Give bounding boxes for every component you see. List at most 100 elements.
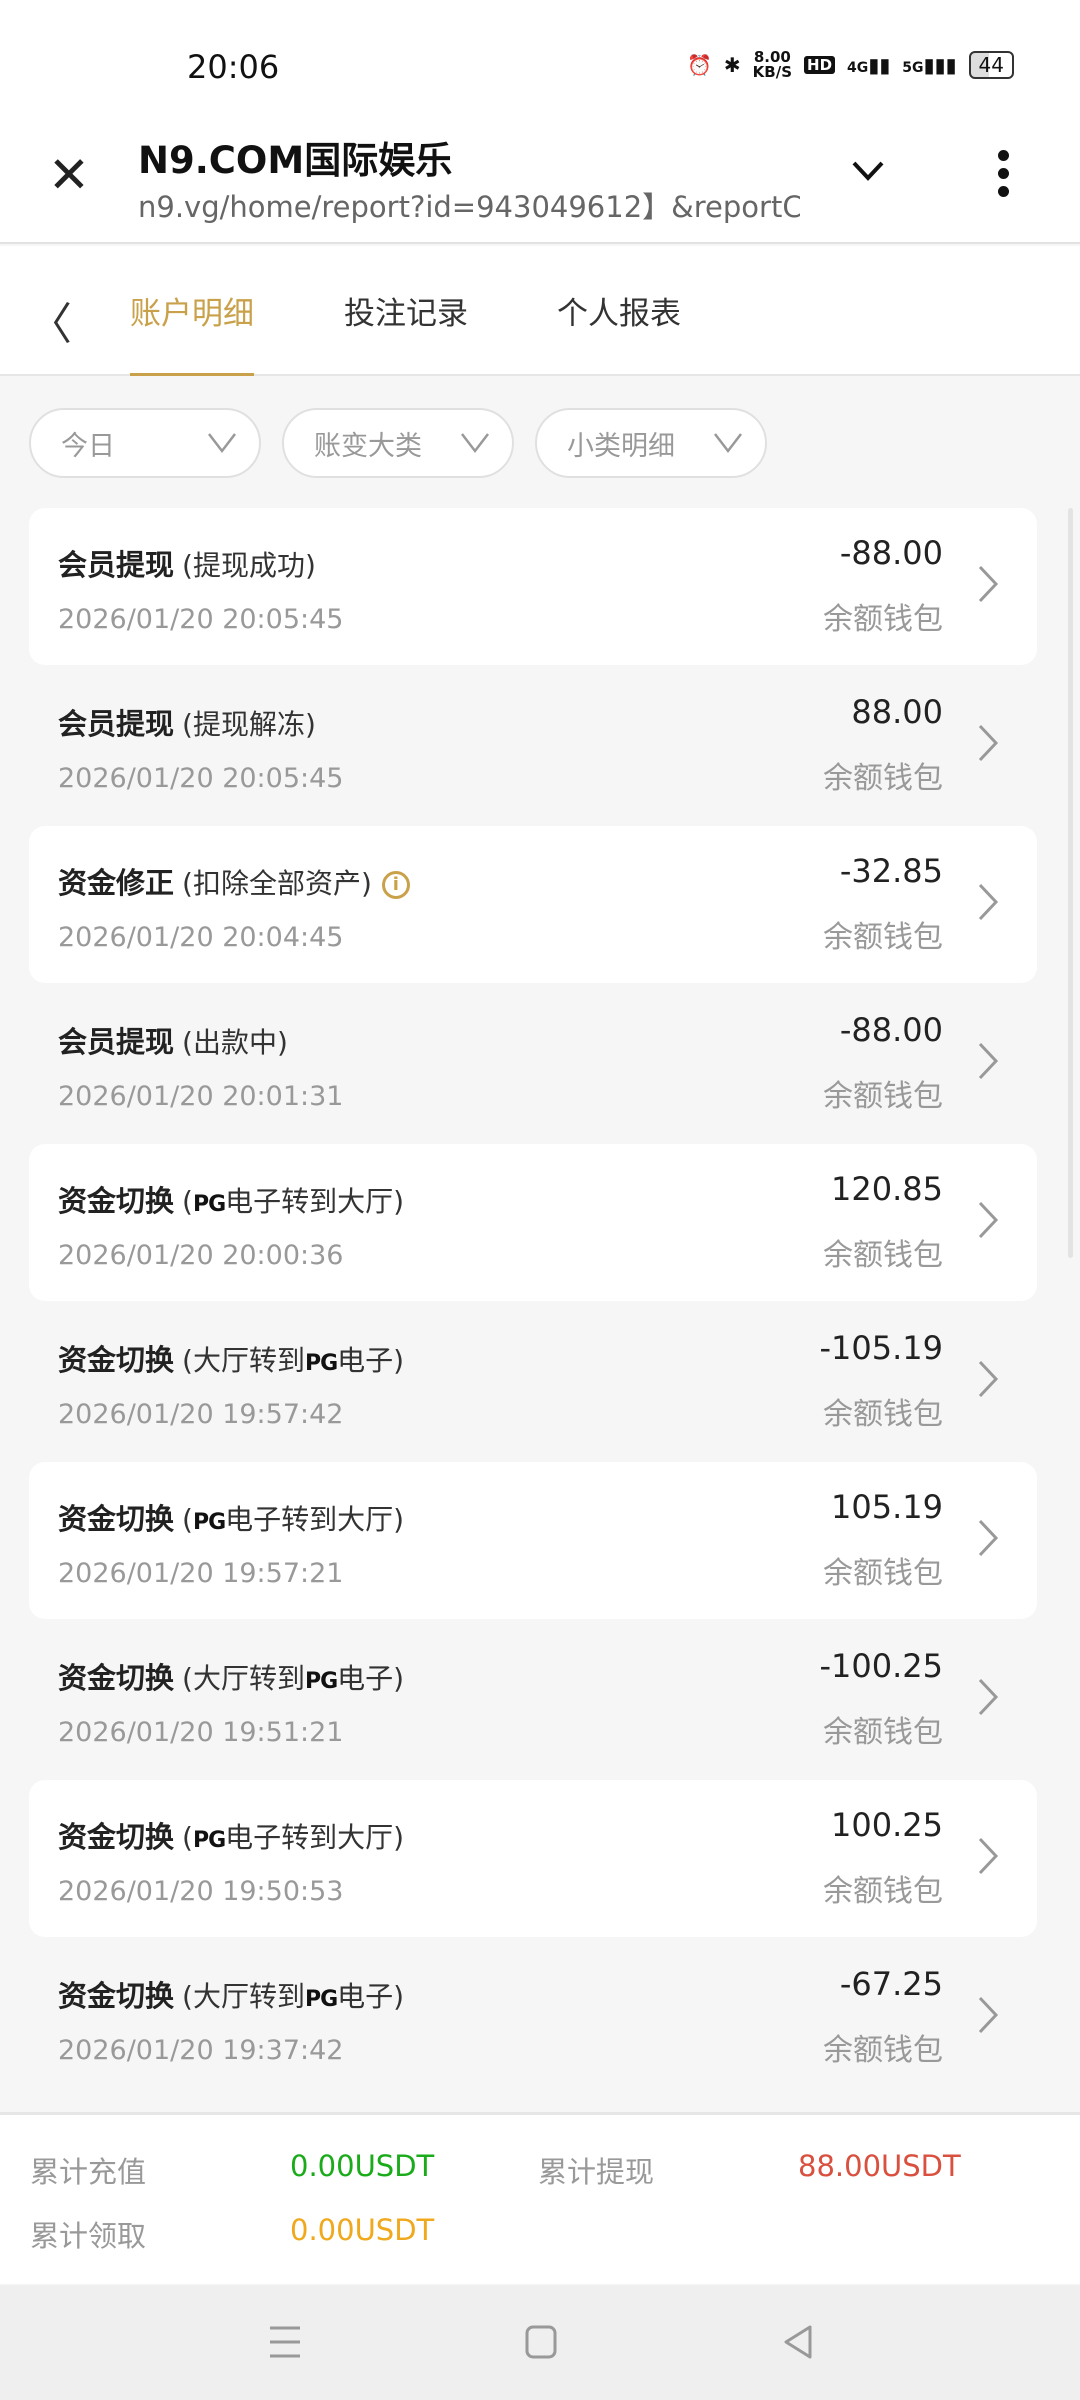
- filter-bar: 今日 账变大类 小类明细: [29, 408, 767, 478]
- status-time: 20:06: [187, 48, 280, 86]
- transaction-row[interactable]: 资金切换 (大厅转到PG电子) 2026/01/20 19:37:42 -67.2…: [29, 1939, 1037, 2096]
- transaction-row[interactable]: 资金切换 (大厅转到PG电子) 2026/01/20 19:51:21 -100.…: [29, 1621, 1037, 1778]
- row-title: 资金切换 (大厅转到PG电子): [58, 1655, 404, 1697]
- row-sub-pre: (: [182, 1185, 193, 1218]
- row-amount: -88.00: [839, 534, 943, 572]
- transaction-row[interactable]: 资金切换 (PG电子转到大厅) 2026/01/20 20:00:36 120.8…: [29, 1144, 1037, 1301]
- row-subtype: (提现成功): [182, 549, 316, 582]
- row-title: 资金切换 (大厅转到PG电子): [58, 1973, 404, 2015]
- chevron-right-icon: [978, 1837, 999, 1875]
- row-date: 2026/01/20 20:01:31: [58, 1081, 344, 1112]
- row-title: 资金切换 (PG电子转到大厅): [58, 1496, 404, 1538]
- row-sub-post: 电子): [337, 1344, 405, 1377]
- transaction-row[interactable]: 资金切换 (大厅转到PG电子) 2026/01/20 19:57:42 -105.…: [29, 1303, 1037, 1460]
- pg-logo: PG: [192, 1828, 226, 1853]
- row-date: 2026/01/20 19:50:53: [58, 1876, 344, 1907]
- pg-logo: PG: [192, 1510, 226, 1535]
- transaction-row[interactable]: 资金修正 (扣除全部资产) i 2026/01/20 20:04:45 -32.85…: [29, 826, 1037, 983]
- row-sub-pre: (: [182, 1503, 193, 1536]
- row-date: 2026/01/20 20:04:45: [58, 922, 344, 953]
- row-amount: 120.85: [831, 1170, 943, 1208]
- row-wallet: 余额钱包: [823, 602, 943, 637]
- page-url[interactable]: n9.vg/home/report?id=943049612】&reportCu: [138, 190, 800, 224]
- tab-bet-records[interactable]: 投注记录: [344, 296, 468, 332]
- chevron-down-icon: [714, 433, 742, 454]
- row-amount: -105.19: [819, 1329, 943, 1367]
- chevron-right-icon: [978, 1678, 999, 1716]
- pg-logo: PG: [304, 1669, 338, 1694]
- row-subtype: (PG电子转到大厅): [182, 1503, 404, 1536]
- transaction-row[interactable]: 会员提现 (出款中) 2026/01/20 20:01:31 -88.00 余额钱…: [29, 985, 1037, 1142]
- transaction-row[interactable]: 会员提现 (提现解冻) 2026/01/20 20:05:45 88.00 余额钱…: [29, 667, 1037, 824]
- row-sub-post: 电子转到大厅): [225, 1185, 405, 1218]
- row-title: 资金切换 (PG电子转到大厅): [58, 1178, 404, 1220]
- row-subtype: (出款中): [182, 1026, 288, 1059]
- signal-5g-icon: 5G▮▮▮: [902, 53, 957, 77]
- recents-icon[interactable]: [268, 2325, 302, 2359]
- summary-panel: 累计充值 0.00USDT 累计提现 88.00USDT 累计领取 0.00US…: [0, 2112, 1080, 2284]
- tab-account-detail[interactable]: 账户明细: [130, 288, 254, 376]
- row-type: 资金切换: [58, 1661, 175, 1695]
- transaction-row[interactable]: 资金切换 (PG电子转到大厅) 2026/01/20 19:57:21 105.1…: [29, 1462, 1037, 1619]
- transaction-list: 会员提现 (提现成功) 2026/01/20 20:05:45 -88.00 余额…: [29, 508, 1037, 2098]
- row-amount: 88.00: [851, 693, 943, 731]
- filter-label: 今日: [61, 430, 115, 462]
- back-icon[interactable]: 〈: [28, 299, 72, 350]
- row-type: 会员提现: [58, 1025, 175, 1059]
- row-subtype: (PG电子转到大厅): [182, 1821, 404, 1854]
- row-subtype: (大厅转到PG电子): [182, 1662, 404, 1695]
- close-icon[interactable]: ✕: [48, 146, 90, 204]
- row-wallet: 余额钱包: [823, 1238, 943, 1273]
- bluetooth-icon: ✱: [723, 53, 741, 77]
- row-type: 资金切换: [58, 1820, 175, 1854]
- more-menu-icon[interactable]: [998, 150, 1014, 204]
- row-type: 会员提现: [58, 548, 175, 582]
- scrollbar[interactable]: [1068, 508, 1073, 1258]
- home-icon[interactable]: [525, 2325, 557, 2359]
- back-nav-icon[interactable]: [782, 2325, 814, 2359]
- row-wallet: 余额钱包: [823, 2033, 943, 2068]
- row-title: 会员提现 (提现成功): [58, 542, 316, 584]
- withdraw-label: 累计提现: [538, 2155, 655, 2189]
- row-title: 会员提现 (出款中): [58, 1019, 288, 1061]
- net-speed-unit: KB/S: [752, 63, 793, 81]
- alarm-icon: ⏰: [687, 53, 712, 77]
- row-title: 资金修正 (扣除全部资产) i: [58, 860, 410, 902]
- row-subtype: (扣除全部资产): [182, 867, 372, 900]
- row-sub-pre: (提现成功): [182, 549, 316, 582]
- chevron-right-icon: [978, 724, 999, 762]
- row-wallet: 余额钱包: [823, 920, 943, 955]
- claim-value: 0.00USDT: [290, 2213, 435, 2247]
- transaction-row[interactable]: 会员提现 (提现成功) 2026/01/20 20:05:45 -88.00 余额…: [29, 508, 1037, 665]
- chevron-right-icon: [978, 1519, 999, 1557]
- transaction-row[interactable]: 资金切换 (PG电子转到大厅) 2026/01/20 19:50:53 100.2…: [29, 1780, 1037, 1937]
- row-type: 资金切换: [58, 1343, 175, 1377]
- claim-label: 累计领取: [30, 2219, 147, 2253]
- row-type: 资金切换: [58, 1502, 175, 1536]
- signal-5g-label: 5G: [902, 60, 924, 76]
- pg-logo: PG: [304, 1987, 338, 2012]
- chevron-down-icon[interactable]: [850, 152, 886, 188]
- row-wallet: 余额钱包: [823, 1715, 943, 1750]
- chevron-right-icon: [978, 1996, 999, 2034]
- system-nav-bar: [0, 2285, 1080, 2400]
- status-bar: 20:06 ⏰ ✱ 8.00 KB/S HD 4G▮▮ 5G▮▮▮ 44: [0, 0, 1080, 112]
- row-subtype: (PG电子转到大厅): [182, 1185, 404, 1218]
- deposit-value: 0.00USDT: [290, 2149, 435, 2183]
- filter-date[interactable]: 今日: [29, 408, 261, 478]
- filter-category[interactable]: 账变大类: [282, 408, 514, 478]
- tab-personal-report[interactable]: 个人报表: [557, 296, 681, 332]
- row-subtype: (大厅转到PG电子): [182, 1980, 404, 2013]
- row-subtype: (大厅转到PG电子): [182, 1344, 404, 1377]
- info-icon[interactable]: i: [381, 871, 410, 899]
- row-amount: -100.25: [819, 1647, 943, 1685]
- pg-logo: PG: [192, 1192, 226, 1217]
- row-type: 资金切换: [58, 1979, 175, 2013]
- withdraw-value: 88.00USDT: [798, 2149, 961, 2183]
- filter-subcategory[interactable]: 小类明细: [535, 408, 767, 478]
- chevron-down-icon: [208, 433, 236, 454]
- row-date: 2026/01/20 19:37:42: [58, 2035, 344, 2066]
- row-type: 资金修正: [58, 866, 175, 900]
- row-sub-pre: (出款中): [182, 1026, 288, 1059]
- row-sub-pre: (大厅转到: [182, 1980, 305, 2013]
